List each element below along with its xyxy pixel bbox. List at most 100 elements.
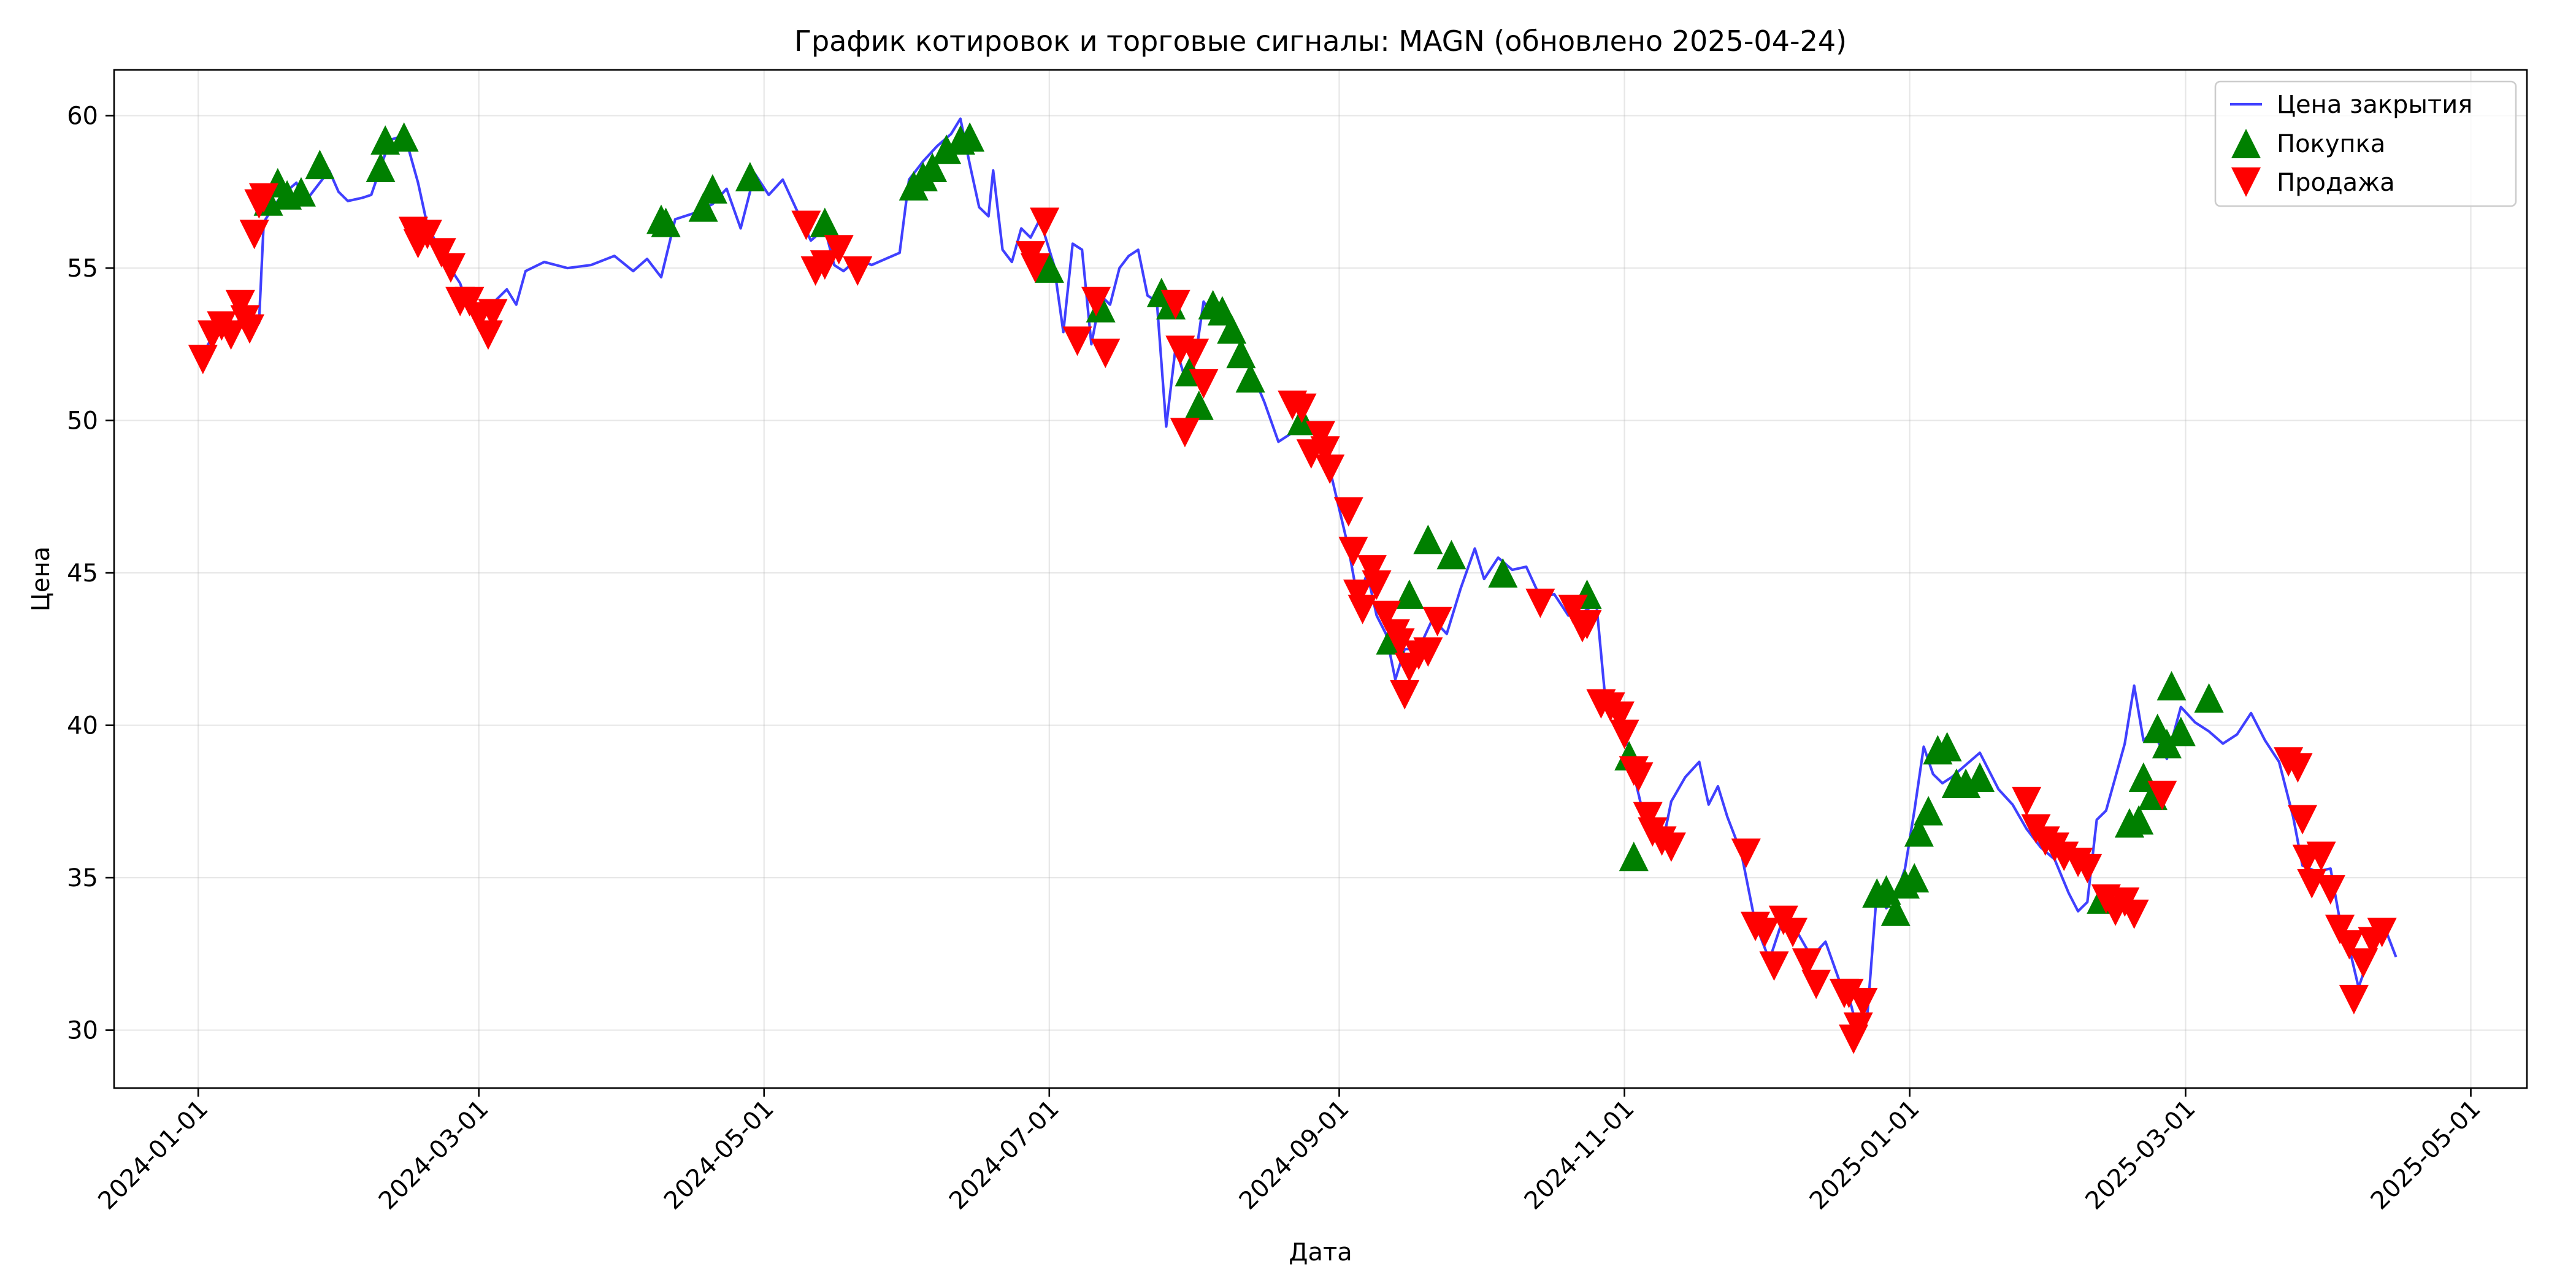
x-axis-label: Дата [1289,1238,1352,1267]
buy-signal-marker [932,134,962,164]
buy-signal-marker [1965,762,1995,792]
plot-frame [113,69,2528,1089]
sell-signal-marker [1609,719,1639,749]
y-axis-label: Цена [27,546,55,611]
sell-signal-marker [2325,914,2355,945]
sell-signal-marker [1347,594,1378,624]
sell-signal-marker [1558,594,1588,624]
sell-signal-marker [1385,628,1415,658]
sell-signal-marker [1572,610,1602,640]
buy-signal-marker [1413,524,1443,554]
chart-title: График котировок и торговые сигналы: MAG… [794,25,1847,58]
y-tick-label: 30 [67,1017,98,1045]
legend-label-buy: Покупка [2277,130,2385,158]
legend-sell-swatch [2231,167,2261,197]
legend-buy-swatch [2231,129,2261,158]
sell-signal-marker [1338,537,1368,567]
sell-signal-marker [1834,978,1864,1008]
sell-signal-marker [1633,802,1663,832]
buy-signal-marker [651,207,681,237]
sell-signal-marker [2339,984,2369,1014]
buy-signal-marker [366,153,396,183]
sell-signal-marker [1390,680,1420,710]
buy-signal-marker [810,207,840,237]
sell-signal-marker [1362,570,1392,600]
sell-signal-marker [478,299,508,329]
sell-signal-marker [1778,918,1808,948]
sell-signal-marker [1170,418,1200,448]
legend-label-close: Цена закрытия [2277,91,2472,119]
sell-signal-marker [1413,637,1443,667]
buy-signal-marker [955,122,985,152]
sell-signal-marker [1792,948,1822,978]
sell-signal-marker [1422,607,1452,637]
sell-signal-marker [1731,838,1761,868]
sell-signal-marker [426,238,456,268]
buy-signal-marker [688,192,718,222]
sell-signal-marker [1091,339,1121,369]
legend-frame [2214,80,2517,207]
sell-signal-marker [843,256,873,286]
buy-signal-marker [1394,579,1424,609]
sell-signal-marker [248,183,278,213]
y-tick-label: 35 [67,864,98,892]
sell-signal-marker [1020,253,1050,283]
sell-signal-marker [1287,393,1317,423]
sell-signal-marker [2119,899,2149,929]
sell-signal-marker [412,220,442,250]
sell-signal-marker [2334,930,2364,960]
sell-signal-marker [1030,207,1060,237]
buy-signal-marker [1207,296,1237,326]
buy-signal-marker [1619,841,1649,872]
sell-signal-marker [1343,579,1373,609]
sell-signal-marker [1189,369,1219,399]
buy-signal-marker [1904,817,1934,847]
sell-signal-marker [454,286,485,316]
buy-signal-marker [2166,716,2196,746]
buy-signal-marker [2124,805,2154,835]
sell-signal-marker [2367,918,2397,948]
sell-signal-marker [1525,588,1555,618]
sell-signal-marker [2147,780,2177,810]
sell-signal-marker [1357,555,1387,585]
buy-signal-marker [2156,670,2187,700]
sell-signal-marker [188,345,218,375]
sell-signal-marker [1333,497,1363,527]
sell-signal-marker [435,253,466,283]
buy-signal-marker [389,122,419,152]
buy-signal-marker [1899,863,1930,893]
buy-signal-marker [286,177,316,207]
sell-signal-marker [1160,289,1190,320]
sell-signal-marker [824,235,854,265]
sell-signal-marker [1179,339,1209,369]
buy-signal-marker [918,153,948,183]
sell-signal-marker [225,289,255,320]
buy-signal-marker [697,174,727,204]
sell-signal-marker [1843,1012,1873,1042]
buy-signal-marker [305,150,335,180]
legend-label-sell: Продажа [2277,169,2395,197]
y-tick-label: 45 [67,559,98,588]
legend: Цена закрытия Покупка Продажа [2214,80,2517,207]
sell-signal-marker [1315,454,1345,485]
sell-signal-marker [1306,421,1335,451]
sell-signal-marker [1604,701,1635,731]
signal-markers [188,122,2397,1054]
sell-signal-marker [473,320,503,350]
sell-signal-marker [2283,753,2313,783]
buy-signal-marker [1086,293,1116,323]
sell-signal-marker [1848,987,1878,1018]
sell-signal-marker [810,250,840,280]
buy-signal-marker [1436,540,1466,570]
sell-signal-marker [2012,786,2042,816]
y-tick-label: 55 [67,255,98,283]
sell-signal-marker [2315,875,2345,905]
sell-signal-marker [1750,918,1780,948]
sell-signal-marker [216,320,246,350]
buy-signal-marker [1488,558,1518,588]
sell-signal-marker [2072,854,2103,884]
sell-signal-marker [2306,841,2336,872]
buy-signal-marker [1034,253,1064,283]
